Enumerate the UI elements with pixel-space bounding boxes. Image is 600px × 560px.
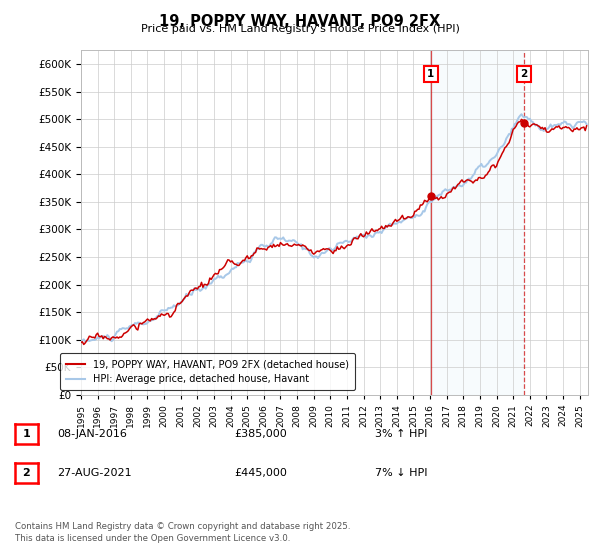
Text: 1: 1 [23, 429, 30, 439]
Text: 3% ↑ HPI: 3% ↑ HPI [375, 429, 427, 439]
Text: £385,000: £385,000 [234, 429, 287, 439]
Legend: 19, POPPY WAY, HAVANT, PO9 2FX (detached house), HPI: Average price, detached ho: 19, POPPY WAY, HAVANT, PO9 2FX (detached… [60, 353, 355, 390]
Text: 1: 1 [427, 69, 434, 79]
Text: 7% ↓ HPI: 7% ↓ HPI [375, 468, 427, 478]
Text: 08-JAN-2016: 08-JAN-2016 [57, 429, 127, 439]
Bar [431, 50, 524, 395]
Text: 19, POPPY WAY, HAVANT, PO9 2FX: 19, POPPY WAY, HAVANT, PO9 2FX [160, 14, 440, 29]
Text: Contains HM Land Registry data © Crown copyright and database right 2025.
This d: Contains HM Land Registry data © Crown c… [15, 522, 350, 543]
Text: 2: 2 [23, 468, 30, 478]
Text: £445,000: £445,000 [234, 468, 287, 478]
Text: Price paid vs. HM Land Registry's House Price Index (HPI): Price paid vs. HM Land Registry's House … [140, 24, 460, 34]
Text: 27-AUG-2021: 27-AUG-2021 [57, 468, 131, 478]
Text: 2: 2 [520, 69, 527, 79]
